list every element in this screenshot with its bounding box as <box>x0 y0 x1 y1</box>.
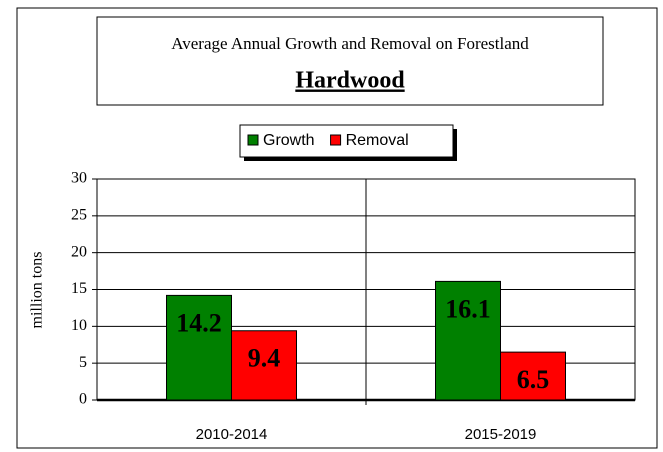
y-tick-label: 25 <box>71 207 87 224</box>
data-label: 6.5 <box>517 365 550 394</box>
title-box <box>96 16 604 106</box>
legend-swatch <box>330 134 342 146</box>
legend-label: Growth <box>263 132 315 149</box>
x-tick-label: 2010-2014 <box>196 426 268 443</box>
x-tick-label: 2015-2019 <box>465 426 537 443</box>
y-axis-label: million tons <box>29 252 46 329</box>
bar <box>500 351 566 401</box>
legend-label: Removal <box>346 132 409 149</box>
y-tick-label: 5 <box>79 354 87 371</box>
y-tick-label: 30 <box>71 170 87 187</box>
data-label: 9.4 <box>248 344 281 373</box>
y-tick-label: 20 <box>71 243 87 260</box>
legend-box <box>239 124 454 158</box>
y-tick-label: 10 <box>71 317 87 334</box>
bar <box>231 330 297 401</box>
bar <box>435 280 501 401</box>
chart-title: Average Annual Growth and Removal on For… <box>171 34 529 53</box>
legend-swatch <box>247 134 259 146</box>
data-label: 14.2 <box>176 308 222 337</box>
data-label: 16.1 <box>445 294 491 323</box>
y-tick-label: 0 <box>79 391 87 408</box>
bar <box>166 294 232 401</box>
chart-subtitle: Hardwood <box>295 68 405 94</box>
y-tick-label: 15 <box>71 280 87 297</box>
